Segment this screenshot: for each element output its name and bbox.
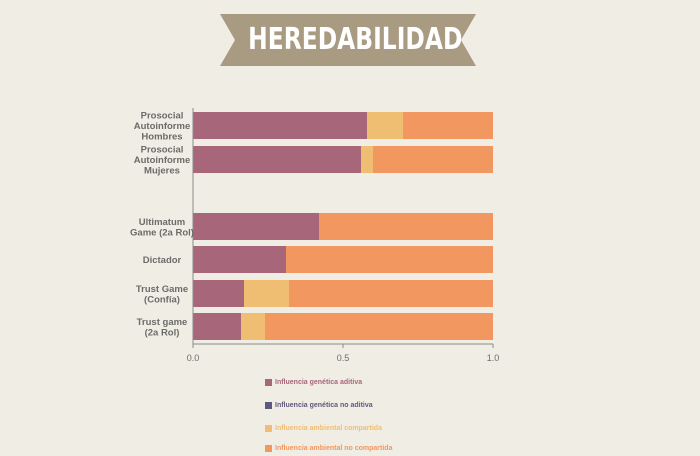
bar-segment-shared_environment [244, 280, 289, 307]
bar-segment-non_shared_environment [319, 213, 493, 240]
bar-segment-genetic_additive [193, 280, 244, 307]
bar-segment-genetic_additive [193, 112, 367, 139]
category-label: Ultimatum Game (2a Rol) [130, 217, 194, 239]
category-label-line: (Confía) [144, 294, 180, 305]
category-label-line: Game (2a Rol) [130, 227, 194, 238]
bar-segment-genetic_additive [193, 246, 286, 273]
x-tick-label: 1.0 [487, 353, 500, 363]
legend-label: Influencia ambiental compartida [275, 425, 382, 432]
bar-segment-non_shared_environment [373, 146, 493, 173]
x-tick-label: 0.0 [187, 353, 200, 363]
category-label-line: Hombres [141, 132, 182, 143]
category-label-line: Mujeres [144, 166, 180, 177]
legend-swatch [265, 445, 272, 452]
bar-segment-shared_environment [367, 112, 403, 139]
category-label-line: Autoinforme [134, 155, 190, 166]
category-label: Prosocial Autoinforme Hombres [134, 111, 190, 143]
category-label: Dictador [143, 255, 182, 266]
x-tick-label: 0.5 [337, 353, 350, 363]
legend-swatch [265, 379, 272, 386]
banner-ribbon-shape [220, 14, 476, 66]
bar-segment-genetic_additive [193, 146, 361, 173]
bar-segment-non_shared_environment [403, 112, 493, 139]
category-label-line: Prosocial [141, 145, 184, 156]
category-label-line: (2a Rol) [145, 327, 180, 338]
category-label: Prosocial Autoinforme Mujeres [134, 145, 190, 177]
legend-swatch [265, 402, 272, 409]
bar-segment-shared_environment [241, 313, 265, 340]
legend-swatch [265, 425, 272, 432]
category-label-line: Dictador [143, 255, 182, 266]
title-banner: HEREDABILIDAD [220, 14, 476, 66]
category-label-line: Prosocial [141, 111, 184, 122]
legend-label: Influencia genética aditiva [275, 379, 363, 386]
page-title: HEREDABILIDAD [248, 22, 463, 57]
legend-label: Influencia ambiental no compartida [275, 445, 393, 452]
category-label-line: Ultimatum [139, 217, 185, 228]
legend-label: Influencia genética no aditiva [275, 402, 373, 409]
bar-segment-genetic_additive [193, 213, 319, 240]
category-label-line: Trust game [137, 317, 188, 328]
bar-segment-non_shared_environment [286, 246, 493, 273]
category-label: Trust game (2a Rol) [137, 317, 188, 339]
category-label-line: Autoinforme [134, 121, 190, 132]
bar-segment-non_shared_environment [265, 313, 493, 340]
category-label-line: Trust Game [136, 284, 188, 295]
category-label: Trust Game (Confía) [136, 284, 188, 306]
bar-segment-genetic_additive [193, 313, 241, 340]
bar-segment-non_shared_environment [289, 280, 493, 307]
bar-segment-shared_environment [361, 146, 373, 173]
